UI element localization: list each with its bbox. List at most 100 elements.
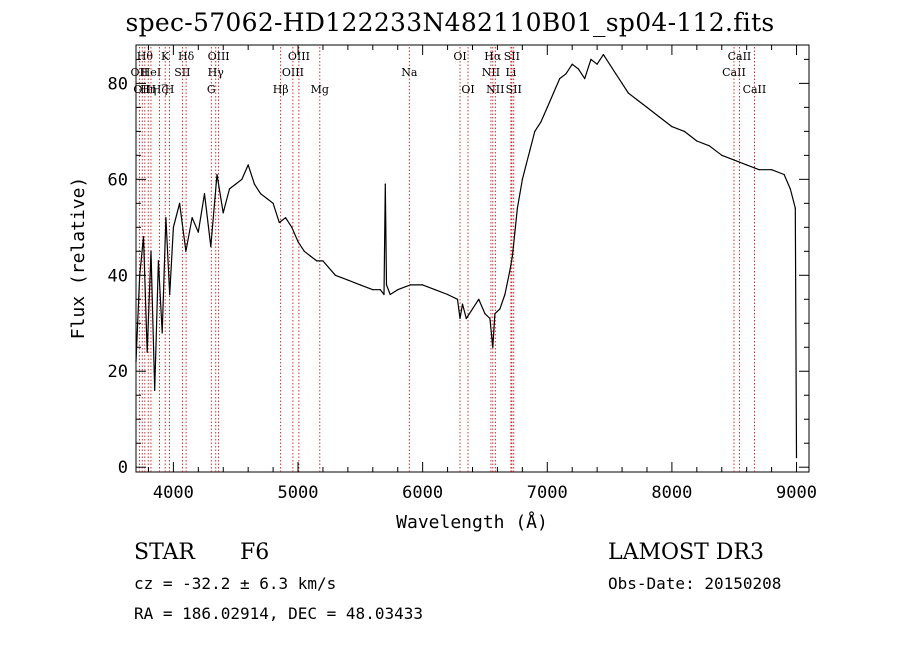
data-point: [179, 202, 181, 204]
data-point: [456, 298, 459, 300]
data-point: [210, 245, 212, 248]
y-tick-label: 80: [108, 74, 128, 94]
data-point: [721, 154, 723, 156]
data-point: [135, 361, 137, 363]
data-point: [465, 317, 467, 320]
data-point: [559, 78, 561, 80]
survey-name: LAMOST DR3: [608, 540, 764, 565]
data-point: [546, 106, 548, 108]
marker-label: Na: [401, 66, 418, 79]
series-line-spectrum: [135, 53, 798, 458]
data-point: [494, 313, 496, 315]
data-point: [671, 126, 673, 128]
data-point: [303, 250, 305, 252]
marker-label: NII: [486, 83, 504, 96]
marker-label: Hγ: [208, 66, 225, 79]
y-tick-label: 60: [108, 170, 128, 190]
data-point: [309, 255, 312, 257]
data-point: [260, 193, 262, 195]
data-point: [461, 303, 464, 305]
x-axis-ticks: 4000 5000 6000 7000 8000 9000: [147, 45, 817, 503]
x-axis-label: Wavelength (Å): [396, 511, 548, 533]
marker-label: Li: [505, 66, 516, 79]
data-point: [347, 279, 349, 281]
data-point: [696, 140, 698, 142]
marker-label: OI: [453, 50, 466, 63]
data-point: [633, 97, 636, 99]
data-point: [615, 73, 617, 75]
data-point: [552, 92, 555, 94]
marker-label: H: [165, 83, 175, 96]
data-point: [385, 284, 388, 286]
data-point: [142, 236, 145, 238]
data-point: [235, 183, 237, 185]
data-point: [172, 226, 174, 228]
x-tick-label: 6000: [402, 483, 443, 503]
x-tick-label: 8000: [651, 483, 692, 503]
data-point: [602, 54, 605, 56]
data-point: [516, 207, 519, 209]
data-point: [708, 145, 710, 147]
data-point: [266, 197, 268, 200]
data-point: [397, 289, 399, 291]
marker-label: OII: [131, 66, 149, 79]
data-point: [758, 169, 760, 171]
data-point: [471, 308, 474, 310]
data-point: [185, 250, 187, 252]
data-point: [519, 193, 521, 195]
data-point: [795, 457, 798, 459]
data-point: [372, 289, 374, 291]
marker-label: SII: [506, 83, 522, 96]
data-point: [746, 164, 748, 166]
data-point: [161, 332, 163, 334]
data-point: [383, 293, 385, 296]
data-point: [422, 284, 424, 286]
data-point: [157, 260, 159, 262]
data-point: [683, 130, 686, 132]
data-point: [272, 202, 274, 204]
marker-label: Hα: [484, 50, 502, 63]
data-point: [521, 178, 524, 180]
data-point: [165, 217, 167, 219]
data-point: [484, 313, 486, 315]
data-point: [509, 269, 511, 272]
data-point: [459, 317, 461, 320]
marker-label: SII: [174, 66, 190, 79]
chart-title: spec-57062-HD122233N482110B01_sp04-112.f…: [125, 8, 775, 37]
data-point: [733, 159, 735, 161]
marker-label: OIII: [208, 50, 230, 63]
marker-label: HeI: [141, 66, 161, 79]
data-point: [511, 255, 513, 257]
data-point: [434, 289, 436, 291]
data-point: [577, 68, 580, 70]
data-point: [150, 250, 152, 252]
data-point: [297, 241, 299, 243]
data-point: [154, 389, 156, 391]
marker-label: Hζ: [152, 83, 168, 96]
marker-label: OII: [133, 83, 151, 96]
data-point: [203, 193, 206, 195]
data-point: [191, 217, 193, 219]
data-point: [489, 317, 491, 320]
observation-date: Obs-Date: 20150208: [608, 574, 782, 593]
data-point: [447, 293, 449, 296]
data-point: [278, 221, 280, 224]
data-point: [146, 351, 148, 353]
data-point: [621, 82, 623, 84]
data-point: [514, 231, 516, 233]
data-point: [285, 217, 287, 219]
data-point: [646, 106, 648, 108]
object-type: STAR: [134, 540, 195, 565]
coordinates: RA = 186.02914, DEC = 48.03433: [134, 604, 423, 623]
data-point: [771, 169, 773, 171]
data-point: [253, 183, 255, 185]
data-point: [571, 63, 573, 65]
marker-label: CaII: [728, 50, 752, 63]
data-point: [590, 58, 592, 61]
y-axis-label: Flux (relative): [68, 177, 89, 340]
y-tick-label: 40: [108, 266, 128, 286]
data-point: [197, 231, 199, 233]
spectral-subclass: F6: [240, 540, 270, 565]
data-point: [658, 116, 661, 118]
data-point: [384, 183, 386, 185]
